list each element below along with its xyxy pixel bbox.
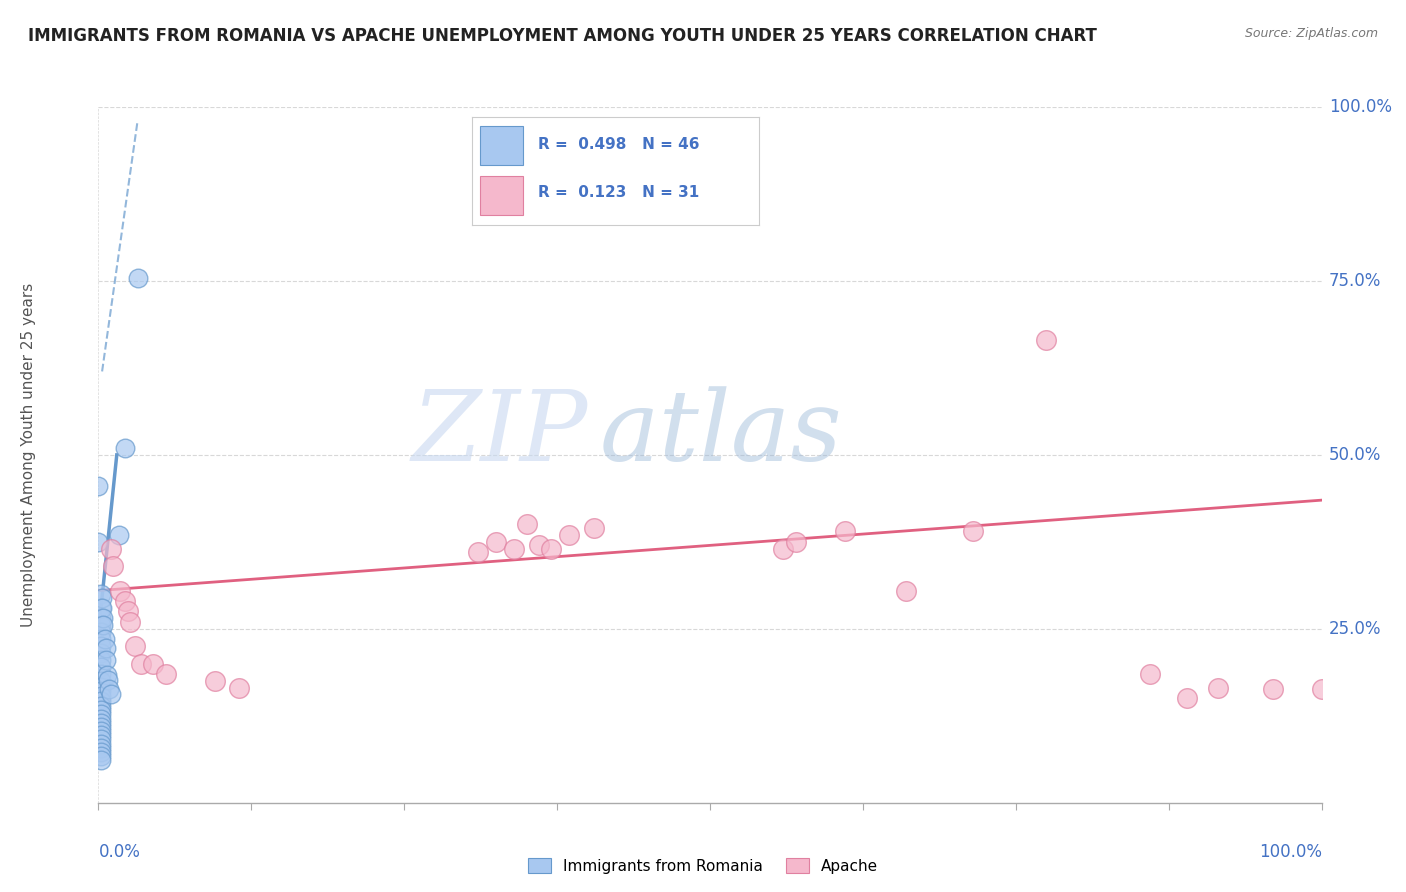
Point (90, 646, 112, 660)
Point (90, 680, 112, 694)
Point (90, 749, 112, 764)
Point (129, 657, 152, 671)
Point (90, 694, 112, 708)
Point (503, 541, 526, 556)
Text: 75.0%: 75.0% (1329, 272, 1381, 290)
Point (90, 618, 112, 632)
Point (527, 538, 550, 552)
Text: Unemployment Among Youth under 25 years: Unemployment Among Youth under 25 years (21, 283, 35, 627)
Point (1206, 681, 1229, 695)
Point (90, 587, 112, 601)
Point (90, 737, 112, 751)
Point (204, 674, 226, 689)
Point (90, 639, 112, 653)
Point (558, 528, 581, 542)
Point (114, 441, 136, 455)
Text: Source: ZipAtlas.com: Source: ZipAtlas.com (1244, 27, 1378, 40)
Point (98, 682, 121, 697)
Point (540, 541, 562, 556)
Point (87, 535, 110, 549)
Point (100, 687, 122, 701)
Text: ZIP: ZIP (412, 386, 588, 482)
Point (90, 667, 112, 681)
Text: IMMIGRANTS FROM ROMANIA VS APACHE UNEMPLOYMENT AMONG YOUTH UNDER 25 YEARS CORREL: IMMIGRANTS FROM ROMANIA VS APACHE UNEMPL… (28, 27, 1097, 45)
Point (110, 583, 132, 598)
Point (90, 728, 112, 742)
Point (90, 703, 112, 717)
Point (94, 641, 117, 656)
Point (485, 535, 508, 549)
Point (91, 611, 114, 625)
Text: 25.0%: 25.0% (1329, 620, 1381, 638)
Point (90, 690, 112, 704)
Text: 0.0%: 0.0% (98, 843, 141, 861)
Text: 100.0%: 100.0% (1258, 843, 1322, 861)
Point (90, 712, 112, 726)
Point (90, 753, 112, 767)
Point (100, 541, 122, 556)
Point (90, 745, 112, 759)
Text: atlas: atlas (600, 386, 842, 482)
Point (142, 657, 165, 671)
Legend: Immigrants from Romania, Apache: Immigrants from Romania, Apache (522, 852, 884, 880)
Point (90, 632, 112, 647)
Point (90, 674, 112, 689)
Point (1139, 667, 1161, 681)
Point (1310, 682, 1333, 697)
Point (515, 517, 537, 532)
Point (90, 720, 112, 734)
Point (93, 632, 115, 647)
Point (90, 707, 112, 722)
Point (90, 601, 112, 615)
Point (90, 732, 112, 747)
Point (87, 479, 110, 493)
Point (582, 521, 605, 535)
Point (124, 639, 146, 653)
Point (834, 524, 856, 539)
Point (127, 270, 149, 285)
Point (91, 618, 114, 632)
Point (90, 611, 112, 625)
Point (120, 615, 142, 629)
Point (90, 740, 112, 755)
Point (90, 724, 112, 739)
Point (772, 541, 794, 556)
Point (1175, 691, 1198, 706)
Point (1035, 333, 1057, 347)
Text: 100.0%: 100.0% (1329, 98, 1392, 116)
Point (1261, 682, 1284, 697)
Point (90, 684, 112, 698)
Point (90, 625, 112, 640)
Point (90, 699, 112, 714)
Text: 50.0%: 50.0% (1329, 446, 1381, 464)
Point (91, 591, 114, 605)
Point (467, 545, 489, 559)
Point (962, 524, 984, 539)
Point (91, 601, 114, 615)
Point (108, 528, 131, 542)
Point (97, 673, 120, 688)
Point (117, 605, 139, 619)
Point (90, 660, 112, 674)
Point (90, 715, 112, 730)
Point (228, 681, 250, 695)
Point (94, 653, 117, 667)
Point (785, 535, 807, 549)
Point (155, 667, 177, 681)
Point (90, 653, 112, 667)
Point (101, 559, 124, 574)
Point (114, 594, 136, 608)
Point (96, 668, 118, 682)
Point (894, 583, 917, 598)
